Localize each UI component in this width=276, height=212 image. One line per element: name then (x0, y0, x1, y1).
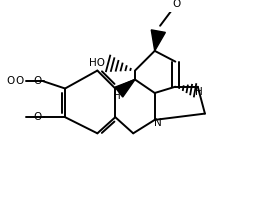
Text: O: O (7, 76, 15, 86)
Text: N: N (153, 119, 161, 128)
Text: O: O (34, 76, 42, 86)
Text: O: O (34, 112, 42, 122)
Text: O: O (16, 76, 24, 86)
Text: O: O (173, 0, 181, 9)
Polygon shape (151, 30, 165, 51)
Text: H: H (195, 87, 203, 97)
Text: H: H (113, 91, 121, 101)
Text: HO: HO (89, 58, 105, 68)
Polygon shape (115, 80, 135, 97)
